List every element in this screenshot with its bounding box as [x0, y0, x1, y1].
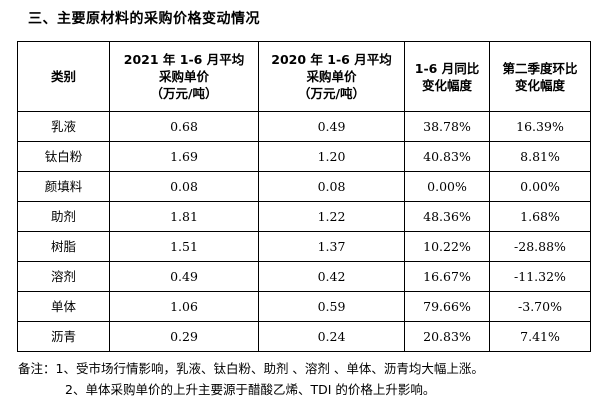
cell-price-2021: 1.81	[109, 201, 259, 232]
header-category: 类别	[17, 41, 110, 112]
cell-category: 沥青	[17, 321, 110, 352]
notes: 备注：1、受市场行情影响，乳液、钛白粉、助剂 、溶剂 、单体、沥青均大幅上涨。 …	[18, 358, 484, 400]
table-row: 助剂 1.81 1.22 48.36% 1.68%	[17, 201, 591, 232]
cell-qoq-change: 8.81%	[489, 141, 591, 172]
cell-price-2021: 0.29	[109, 321, 259, 352]
cell-yoy-change: 10.22%	[404, 231, 490, 262]
table-row: 乳液 0.68 0.49 38.78% 16.39%	[17, 111, 591, 142]
table-row: 颜填料 0.08 0.08 0.00% 0.00%	[17, 171, 591, 202]
header-qoq-change: 第二季度环比 变化幅度	[489, 41, 591, 112]
cell-qoq-change: 1.68%	[489, 201, 591, 232]
cell-category: 树脂	[17, 231, 110, 262]
cell-price-2020: 1.22	[258, 201, 405, 232]
header-line: 变化幅度	[514, 77, 565, 93]
cell-qoq-change: 7.41%	[489, 321, 591, 352]
header-line: 变化幅度	[421, 77, 472, 93]
cell-qoq-change: -11.32%	[489, 261, 591, 292]
cell-price-2021: 1.69	[109, 141, 259, 172]
table-body: 乳液 0.68 0.49 38.78% 16.39% 钛白粉 1.69 1.20 40.83% 8…	[17, 111, 591, 352]
header-line: 2020 年 1-6 月平均	[271, 52, 392, 67]
cell-qoq-change: 16.39%	[489, 111, 591, 142]
header-line: 采购单价	[306, 69, 357, 84]
table-row: 沥青 0.29 0.24 20.83% 7.41%	[17, 321, 591, 352]
header-price-2021: 2021 年 1-6 月平均 采购单价 （万元/吨）	[109, 41, 259, 112]
header-price-2020: 2020 年 1-6 月平均 采购单价 （万元/吨）	[258, 41, 405, 112]
cell-price-2020: 0.08	[258, 171, 405, 202]
section-title: 三、主要原材料的采购价格变动情况	[28, 11, 260, 27]
cell-category: 钛白粉	[17, 141, 110, 172]
cell-yoy-change: 79.66%	[404, 291, 490, 322]
cell-qoq-change: -28.88%	[489, 231, 591, 262]
header-line: 类别	[50, 69, 76, 84]
cell-price-2020: 0.42	[258, 261, 405, 292]
cell-yoy-change: 16.67%	[404, 261, 490, 292]
cell-category: 溶剂	[17, 261, 110, 292]
cell-yoy-change: 38.78%	[404, 111, 490, 142]
header-line: 2021 年 1-6 月平均	[123, 52, 245, 67]
cell-yoy-change: 20.83%	[404, 321, 490, 352]
header-line: （万元/吨）	[297, 86, 366, 101]
cell-category: 颜填料	[17, 171, 110, 202]
table-row: 树脂 1.51 1.37 10.22% -28.88%	[17, 231, 591, 262]
cell-category: 乳液	[17, 111, 110, 142]
cell-price-2021: 0.49	[109, 261, 259, 292]
note-line-1: 备注：1、受市场行情影响，乳液、钛白粉、助剂 、溶剂 、单体、沥青均大幅上涨。	[18, 361, 484, 376]
cell-price-2020: 1.37	[258, 231, 405, 262]
cell-price-2020: 0.59	[258, 291, 405, 322]
cell-price-2020: 0.49	[258, 111, 405, 142]
table-row: 钛白粉 1.69 1.20 40.83% 8.81%	[17, 141, 591, 172]
header-line: 1-6 月同比	[414, 60, 480, 76]
raw-material-price-table: 类别 2021 年 1-6 月平均 采购单价 （万元/吨） 2020 年 1-6 月平均…	[17, 41, 591, 352]
header-line: 采购单价	[158, 69, 209, 84]
header-line: 第二季度环比	[502, 60, 578, 76]
cell-yoy-change: 48.36%	[404, 201, 490, 232]
header-line: （万元/吨）	[150, 86, 218, 101]
table-row: 单体 1.06 0.59 79.66% -3.70%	[17, 291, 591, 322]
cell-qoq-change: 0.00%	[489, 171, 591, 202]
cell-yoy-change: 40.83%	[404, 141, 490, 172]
cell-price-2020: 1.20	[258, 141, 405, 172]
cell-qoq-change: -3.70%	[489, 291, 591, 322]
cell-price-2020: 0.24	[258, 321, 405, 352]
table-row: 溶剂 0.49 0.42 16.67% -11.32%	[17, 261, 591, 292]
table-header-row: 类别 2021 年 1-6 月平均 采购单价 （万元/吨） 2020 年 1-6 月平均…	[17, 41, 591, 112]
cell-price-2021: 0.08	[109, 171, 259, 202]
note-line-2: 2、单体采购单价的上升主要源于醋酸乙烯、TDI 的价格上升影响。	[65, 382, 436, 397]
cell-category: 助剂	[17, 201, 110, 232]
cell-price-2021: 1.06	[109, 291, 259, 322]
header-yoy-change: 1-6 月同比 变化幅度	[404, 41, 490, 112]
cell-yoy-change: 0.00%	[404, 171, 490, 202]
cell-price-2021: 0.68	[109, 111, 259, 142]
cell-category: 单体	[17, 291, 110, 322]
cell-price-2021: 1.51	[109, 231, 259, 262]
